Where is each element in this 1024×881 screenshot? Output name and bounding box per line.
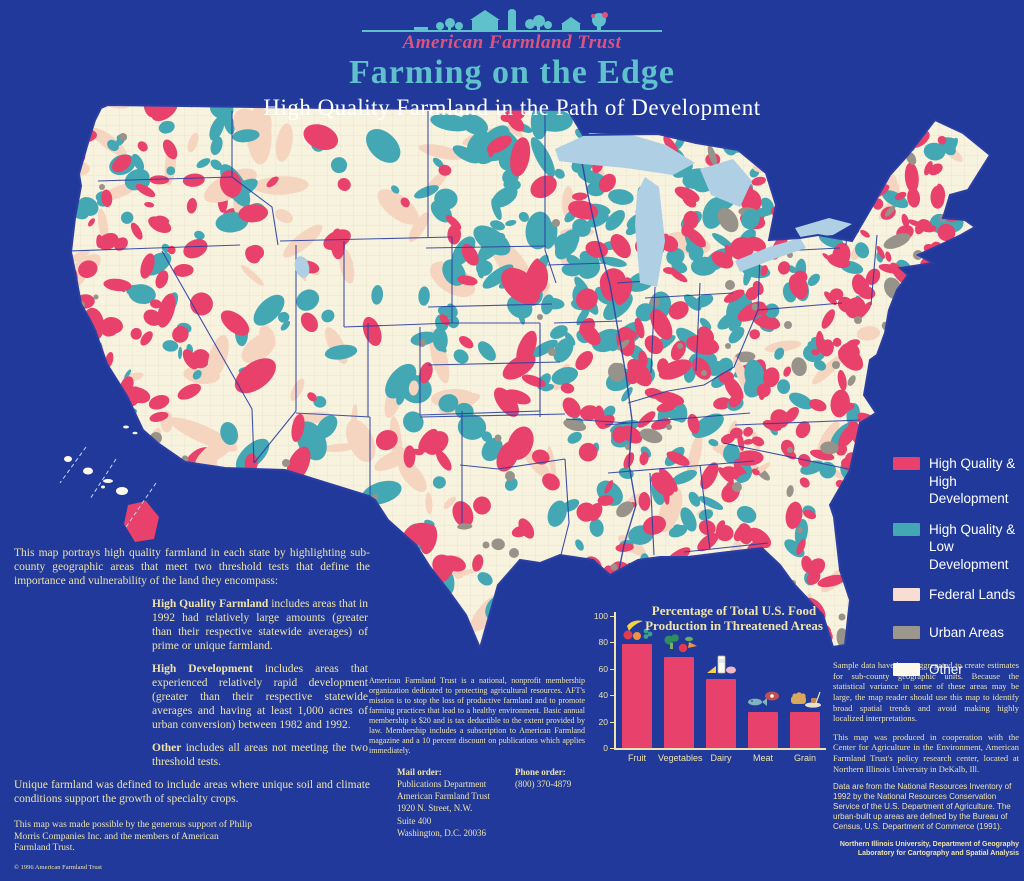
map-legend: High Quality & High Development High Qua… xyxy=(893,455,1019,692)
y-tick-40: 40 xyxy=(598,690,608,701)
great-lakes xyxy=(294,133,852,287)
other-swatch xyxy=(893,663,920,677)
y-tick-60: 60 xyxy=(598,663,608,674)
urban-areas-swatch xyxy=(893,625,920,639)
order-info: Mail order: Publications Department Amer… xyxy=(397,766,585,839)
cartography-credits: Northern Illinois University, Department… xyxy=(839,841,1019,858)
bar-label-meat: Meat xyxy=(752,753,773,763)
federal-lands-swatch xyxy=(893,588,920,602)
unique-farmland-note: Unique farmland was defined to include a… xyxy=(14,779,370,806)
chart-title: Percentage of Total U.S. Food Production… xyxy=(645,603,823,633)
chart-plot: 0 20 40 60 80 100 Fruit Vegetables Dairy Meat Grai… xyxy=(578,598,832,772)
definition-other: Other includes all areas not meeting the… xyxy=(152,742,368,769)
food-production-chart: 0 20 40 60 80 100 Fruit Vegetables Dairy Meat Grai… xyxy=(578,598,832,772)
y-tick-80: 80 xyxy=(598,637,608,648)
bar-label-grain: Grain xyxy=(793,753,816,763)
sample-data-note: Sample data have been aggregated to crea… xyxy=(833,660,1019,724)
bar-meat xyxy=(748,712,778,748)
high-high-swatch xyxy=(893,457,920,470)
dairy-icon xyxy=(703,653,739,682)
bar-label-dairy: Dairy xyxy=(710,753,732,763)
high-low-swatch xyxy=(893,522,920,536)
us-outline xyxy=(69,103,992,651)
y-axis xyxy=(614,612,616,748)
map-description: This map portrays high quality farmland … xyxy=(14,546,370,881)
cooperation-note: This map was produced in cooperation wit… xyxy=(833,731,1019,774)
definition-high-development: High Development includes areas that exp… xyxy=(152,663,368,732)
definition-high-quality: High Quality Farmland includes areas tha… xyxy=(152,598,368,653)
farm-skyline-icon xyxy=(362,9,662,32)
legend-item-other: Other xyxy=(893,661,1019,679)
hawaii-islands xyxy=(59,446,159,542)
mail-order-block: Mail order: Publications Department Amer… xyxy=(397,767,490,838)
bar-fruit xyxy=(622,643,652,748)
copyright: © 1996 American Farmland Trust xyxy=(14,863,102,871)
y-tick-20: 20 xyxy=(598,716,608,727)
legend-item-federal: Federal Lands xyxy=(893,586,1019,604)
aft-info: American Farmland Trust is a national, n… xyxy=(369,676,585,839)
legend-item-high-low: High Quality & Low Development xyxy=(893,521,1019,574)
legend-item-high-high: High Quality & High Development xyxy=(893,455,1019,508)
state-borders xyxy=(71,111,878,576)
grain-icon xyxy=(787,686,823,715)
channel-islands xyxy=(123,425,138,435)
poster-title: Farming on the Edge xyxy=(349,54,675,91)
us-county-map xyxy=(28,55,1003,660)
poster-subtitle: High Quality Farmland in the Path of Dev… xyxy=(263,95,761,120)
legend-item-urban: Urban Areas xyxy=(893,624,1019,642)
x-axis xyxy=(614,748,826,750)
bar-dairy xyxy=(706,679,736,748)
bar-vegetables xyxy=(664,656,694,748)
bar-label-fruit: Fruit xyxy=(628,753,646,763)
intro-paragraph: This map portrays high quality farmland … xyxy=(14,547,370,588)
fruit-icon xyxy=(619,618,655,647)
us-map-svg xyxy=(59,103,992,651)
support-credit: This map was made possible by the genero… xyxy=(14,820,252,854)
header: American Farmland Trust Farming on the E… xyxy=(0,0,1024,121)
y-tick-100: 100 xyxy=(593,611,608,621)
bar-label-vegetables: Vegetables xyxy=(658,753,703,763)
phone-order-block: Phone order: (800) 370-4879 xyxy=(515,767,572,790)
aft-blurb: American Farmland Trust is a national, n… xyxy=(369,676,585,755)
meat-icon xyxy=(745,686,781,715)
vegetables-icon xyxy=(661,631,697,660)
bar-grain xyxy=(790,712,820,748)
data-source-note: Data are from the National Resources Inv… xyxy=(833,782,1012,832)
org-name: American Farmland Trust xyxy=(402,32,622,53)
y-tick-0: 0 xyxy=(603,743,608,753)
